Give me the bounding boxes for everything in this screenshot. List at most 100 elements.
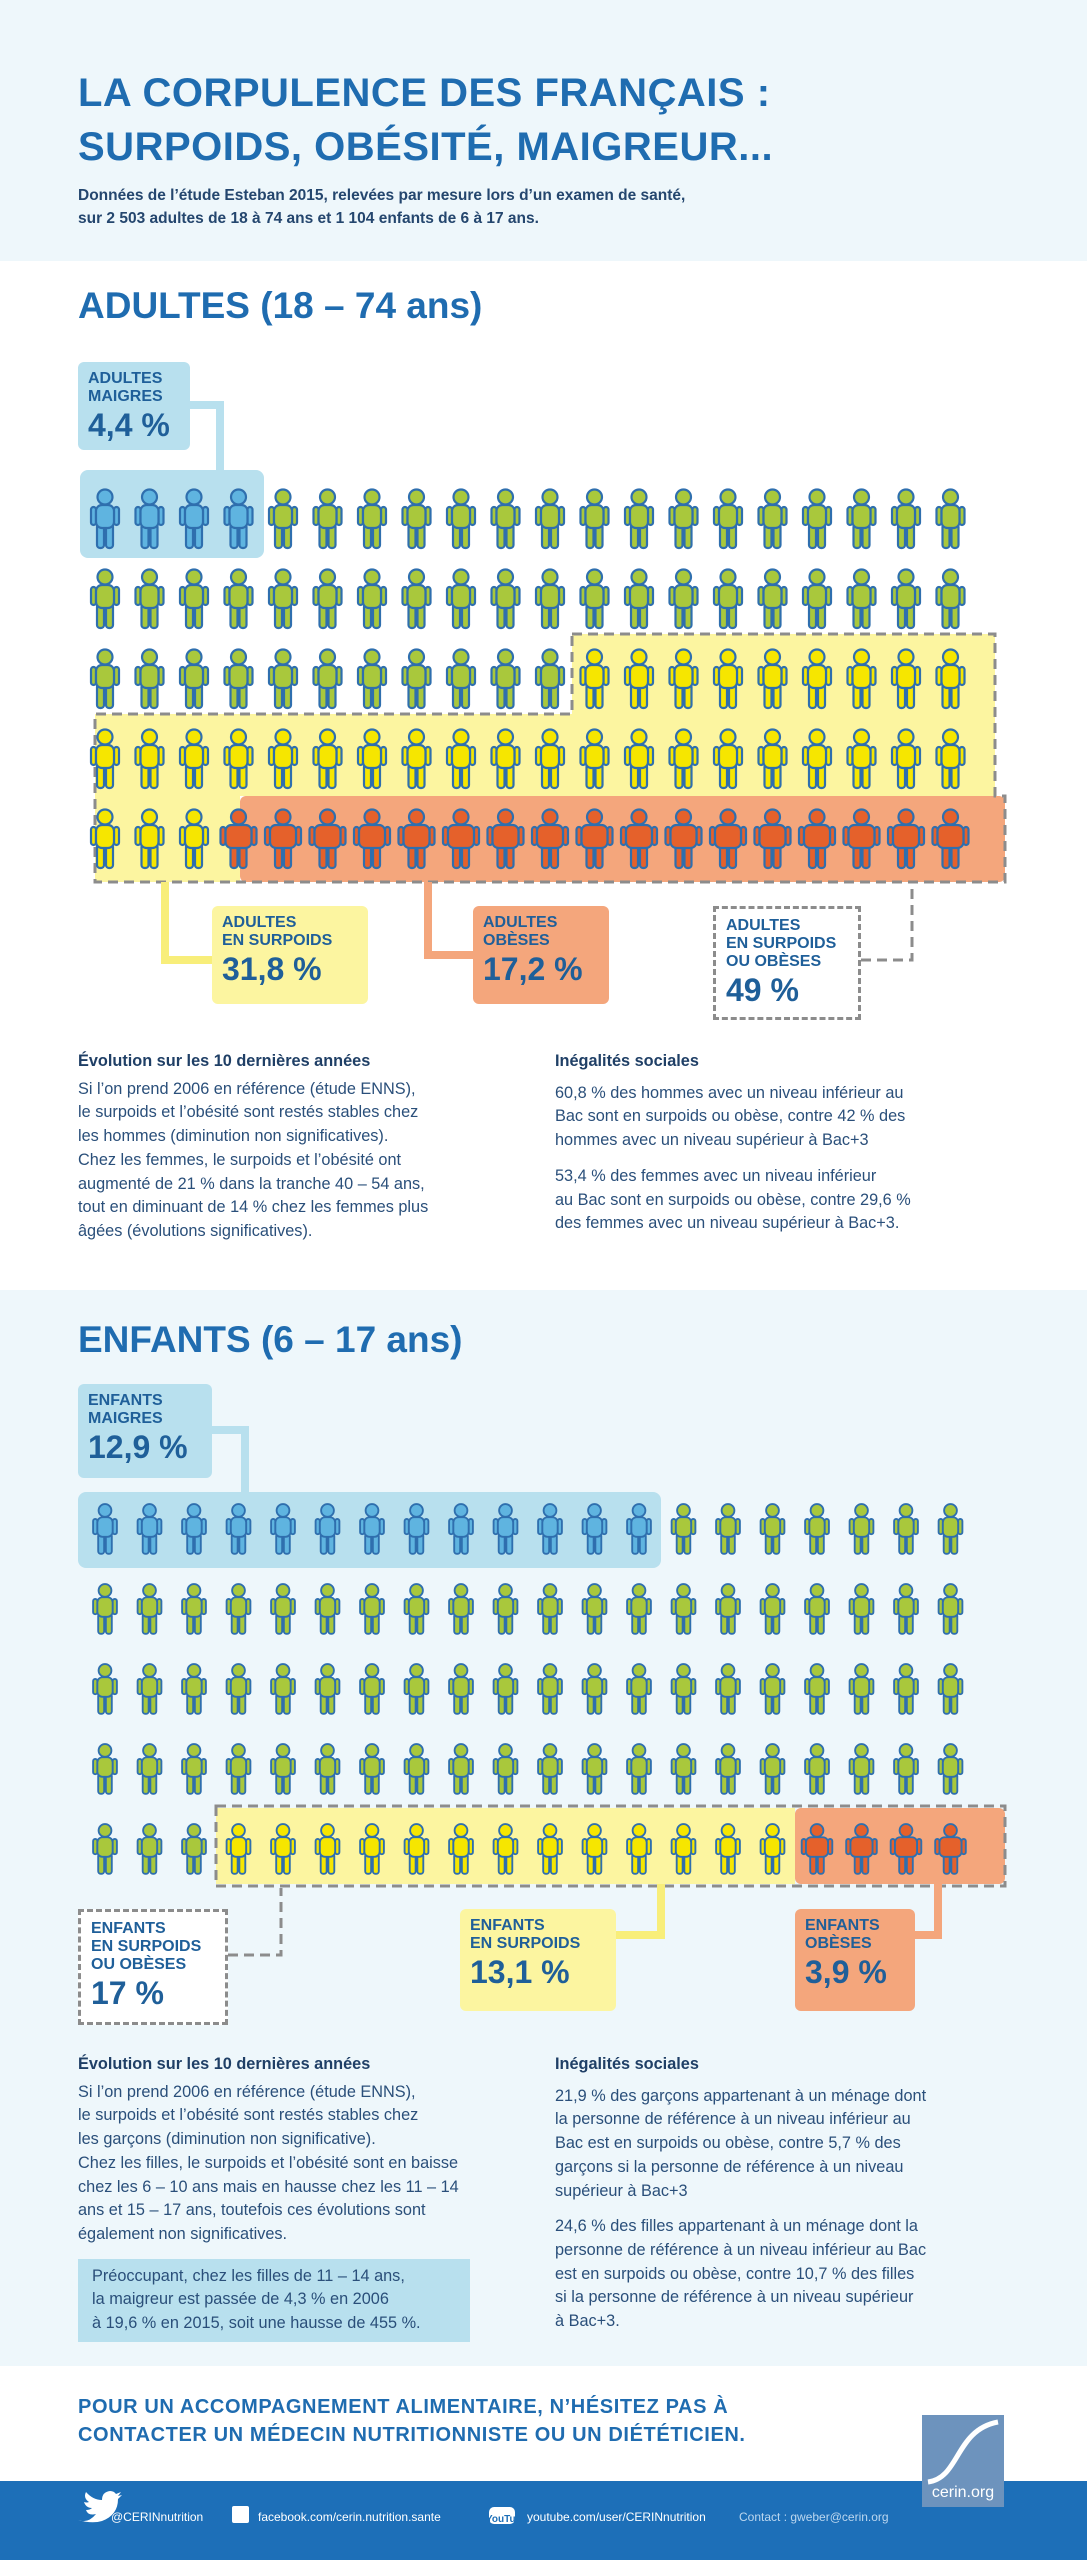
person-icon: [893, 1663, 919, 1715]
person-icon: [225, 1823, 252, 1875]
person-icon: [92, 1503, 118, 1555]
youtube-icon-box: [489, 2507, 515, 2524]
person-icon: [623, 568, 655, 630]
person-icon: [890, 728, 922, 790]
text-line: hommes avec un niveau supérieur à Bac+3: [555, 1131, 869, 1150]
connector: [915, 1884, 942, 1939]
person-icon: [581, 1663, 608, 1715]
person-icon: [441, 808, 481, 870]
callout-value: 3,9 %: [805, 1954, 887, 1990]
text-line: Si l’on prend 2006 en référence (étude E…: [78, 2082, 416, 2101]
logo-curve: [927, 2419, 999, 2485]
person-icon: [314, 1823, 341, 1875]
callout-value: 49 %: [726, 972, 799, 1008]
person-icon: [537, 1583, 563, 1635]
person-icon: [845, 1823, 878, 1875]
contact: Contact : gweber@cerin.org: [739, 2510, 889, 2524]
person-icon: [397, 808, 436, 870]
column-heading: Inégalités sociales: [555, 2055, 699, 2073]
paragraph: 21,9 % des garçons appartenant à un ména…: [555, 2085, 1035, 2204]
person-icon: [712, 728, 744, 790]
person-icon: [223, 488, 254, 550]
person-icon: [626, 1663, 652, 1715]
person-icon: [626, 1503, 652, 1555]
text-line: si la personne de référence à un niveau …: [555, 2288, 914, 2307]
connector: [190, 401, 224, 470]
person-icon: [308, 808, 347, 870]
person-icon: [312, 648, 343, 710]
person-icon: [670, 1823, 697, 1875]
callout-label: OU OBÈSES: [726, 953, 822, 970]
connector: [424, 882, 473, 959]
person-icon: [445, 648, 477, 710]
text-line: également non significatives.: [78, 2224, 288, 2243]
person-icon: [530, 808, 570, 870]
person-icon: [846, 568, 877, 630]
text-line: Si l’on prend 2006 en référence (étude E…: [78, 1079, 416, 1098]
person-icon: [134, 488, 165, 550]
person-icon: [801, 728, 833, 790]
text-line: au Bac sont en surpoids ou obèse, contre…: [555, 1190, 911, 1209]
person-icon: [270, 1503, 296, 1555]
person-icon: [445, 728, 477, 790]
person-icon: [181, 1583, 207, 1635]
person-icon: [759, 1743, 786, 1795]
person-icon: [842, 808, 881, 870]
callout-label: EN SURPOIDS: [470, 1935, 581, 1952]
cta-line: POUR UN ACCOMPAGNEMENT ALIMENTAIRE, N’HÉ…: [78, 2396, 729, 2418]
text-line: supérieur à Bac+3: [555, 2181, 688, 2200]
person-icon: [178, 648, 210, 710]
person-icon: [270, 1583, 296, 1635]
person-icon: [715, 1743, 741, 1795]
text-line: à Bac+3.: [555, 2312, 620, 2331]
person-icon: [267, 568, 299, 630]
person-icon: [89, 728, 121, 790]
text-line: Chez les filles, le surpoids et l’obésit…: [78, 2153, 459, 2172]
person-icon: [759, 1503, 786, 1555]
footer-bar: [0, 2481, 1087, 2560]
person-icon: [848, 1663, 875, 1715]
person-icon: [537, 1823, 563, 1875]
subtitle-line: sur 2 503 adultes de 18 à 74 ans et 1 10…: [78, 210, 539, 227]
person-icon: [314, 1743, 341, 1795]
callout-label: OBÈSES: [483, 932, 550, 949]
logo-box: [922, 2415, 1004, 2507]
overweight-or-obese-outline: [214, 1804, 1007, 1888]
person-icon: [800, 1823, 834, 1875]
person-icon: [846, 648, 877, 710]
title-line: SURPOIDS, OBÉSITÉ, MAIGREUR...: [78, 125, 774, 169]
person-icon: [356, 648, 388, 710]
callout-label: ADULTES: [222, 914, 297, 931]
subtitle-line: Données de l’étude Esteban 2015, relevée…: [78, 187, 686, 204]
callout: ADULTES OBÈSES 17,2 %: [473, 906, 609, 1004]
callout-label: ENFANTS: [470, 1917, 545, 1934]
thin-box: [80, 470, 264, 558]
person-icon: [359, 1743, 385, 1795]
person-icon: [270, 1823, 296, 1875]
person-icon: [846, 728, 877, 790]
person-icon: [893, 1583, 919, 1635]
person-icon: [801, 488, 833, 550]
person-icon: [356, 568, 388, 630]
person-icon: [670, 1583, 697, 1635]
person-icon: [534, 568, 566, 630]
person-icon: [579, 488, 610, 550]
callout-label: MAIGRES: [88, 388, 163, 405]
person-icon: [492, 1823, 519, 1875]
person-icon: [937, 1503, 964, 1555]
callout-value: 17 %: [91, 1975, 164, 2011]
person-icon: [797, 808, 837, 870]
person-icon: [935, 648, 966, 710]
person-icon: [448, 1663, 474, 1715]
person-icon: [757, 728, 788, 790]
person-icon: [715, 1663, 741, 1715]
callout: ADULTES MAIGRES 4,4 %: [78, 362, 190, 450]
callout: ENFANTS OBÈSES 3,9 %: [795, 1909, 915, 2011]
person-icon: [579, 648, 610, 710]
person-icon: [753, 808, 792, 870]
person-icon: [670, 1743, 697, 1795]
person-icon: [668, 728, 699, 790]
callout-label: ENFANTS: [88, 1392, 163, 1409]
person-icon: [181, 1743, 207, 1795]
highlight-line: la maigreur est passée de 4,3 % en 2006: [92, 2290, 389, 2309]
